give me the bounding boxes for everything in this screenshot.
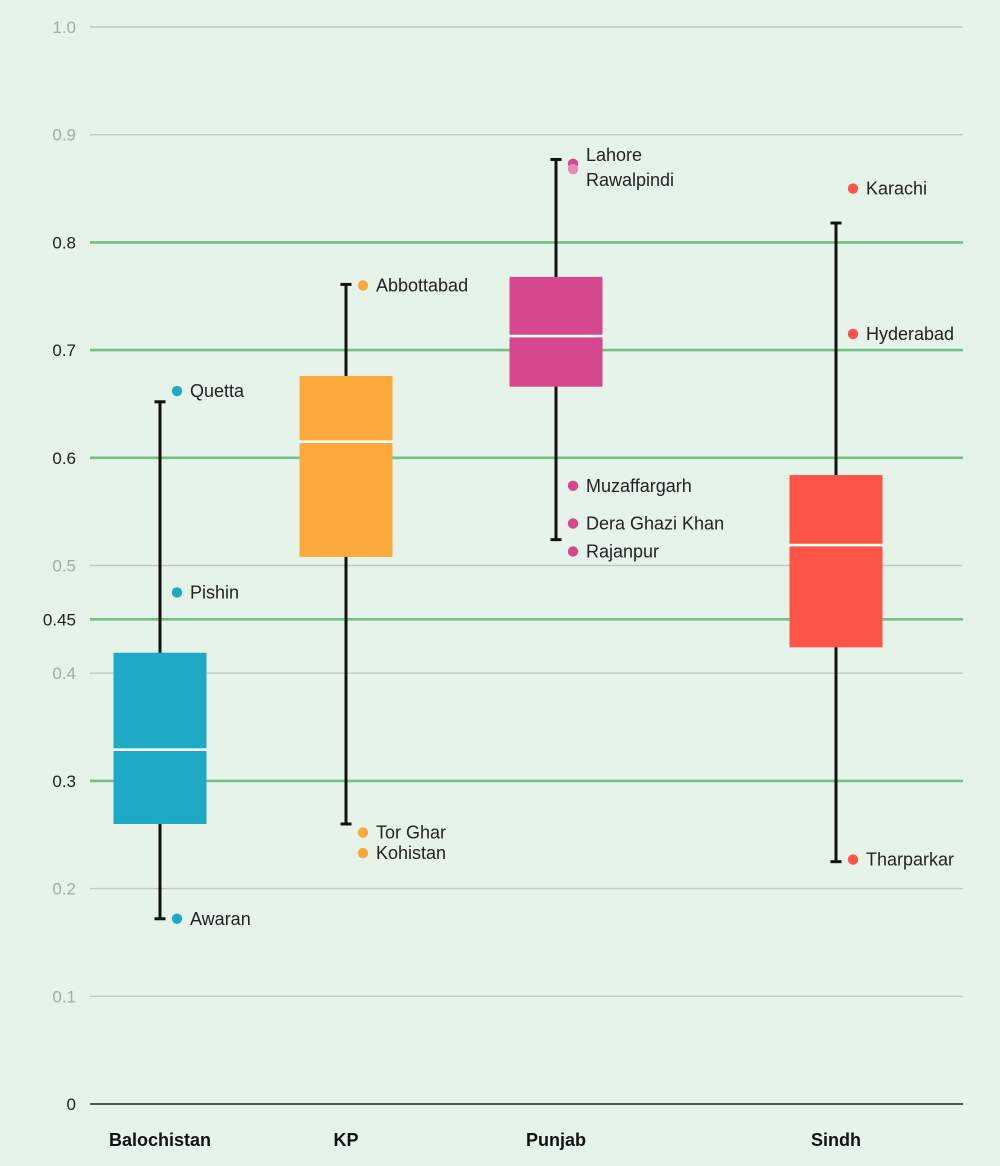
point-label: Dera Ghazi Khan: [586, 513, 724, 533]
point-hyderabad: [847, 328, 859, 340]
point-label: Quetta: [190, 381, 245, 401]
box-balochistan: [113, 652, 207, 824]
box-kp: [299, 375, 393, 557]
point-label: Kohistan: [376, 843, 446, 863]
point-quetta: [171, 385, 183, 397]
point-rawalpindi: [567, 163, 579, 175]
point-dera-ghazi-khan: [567, 518, 579, 529]
point-abbottabad: [357, 280, 369, 291]
point-rajanpur: [567, 546, 579, 557]
y-tick-label: 0.1: [52, 987, 76, 1006]
y-tick-label: 0: [67, 1095, 76, 1114]
point-tharparkar: [847, 854, 859, 865]
point-awaran: [171, 913, 183, 924]
y-tick-label: 0.7: [52, 341, 76, 360]
x-category-label: Balochistan: [109, 1130, 211, 1150]
point-label: Rawalpindi: [586, 170, 674, 190]
point-karachi: [847, 183, 859, 194]
y-tick-label: 0.45: [43, 610, 76, 629]
point-label: Lahore: [586, 145, 642, 165]
box-sindh: [789, 475, 883, 648]
point-label: Hyderabad: [866, 324, 954, 344]
point-label: Tor Ghar: [376, 823, 446, 843]
point-pishin: [171, 587, 183, 598]
point-label: Pishin: [190, 582, 239, 602]
point-tor-ghar: [357, 827, 369, 838]
point-kohistan: [357, 847, 369, 859]
point-muzaffargarh: [567, 480, 579, 492]
x-category-label: Punjab: [526, 1130, 586, 1150]
point-label: Muzaffargarh: [586, 476, 692, 496]
y-tick-label: 0.2: [52, 880, 76, 899]
point-label: Tharparkar: [866, 850, 954, 870]
y-tick-label: 1.0: [52, 18, 76, 37]
point-label: Awaran: [190, 909, 251, 929]
y-tick-label: 0.5: [52, 557, 76, 576]
y-tick-label: 0.6: [52, 449, 76, 468]
point-label: Rajanpur: [586, 541, 659, 561]
y-tick-label: 0.9: [52, 126, 76, 145]
y-tick-label: 0.4: [52, 664, 76, 683]
y-tick-label: 0.8: [52, 233, 76, 252]
x-category-label: Sindh: [811, 1130, 861, 1150]
y-tick-label: 0.3: [52, 772, 76, 791]
x-category-label: KP: [333, 1130, 358, 1150]
point-label: Abbottabad: [376, 275, 468, 295]
point-label: Karachi: [866, 179, 927, 199]
box-punjab: [509, 276, 603, 387]
